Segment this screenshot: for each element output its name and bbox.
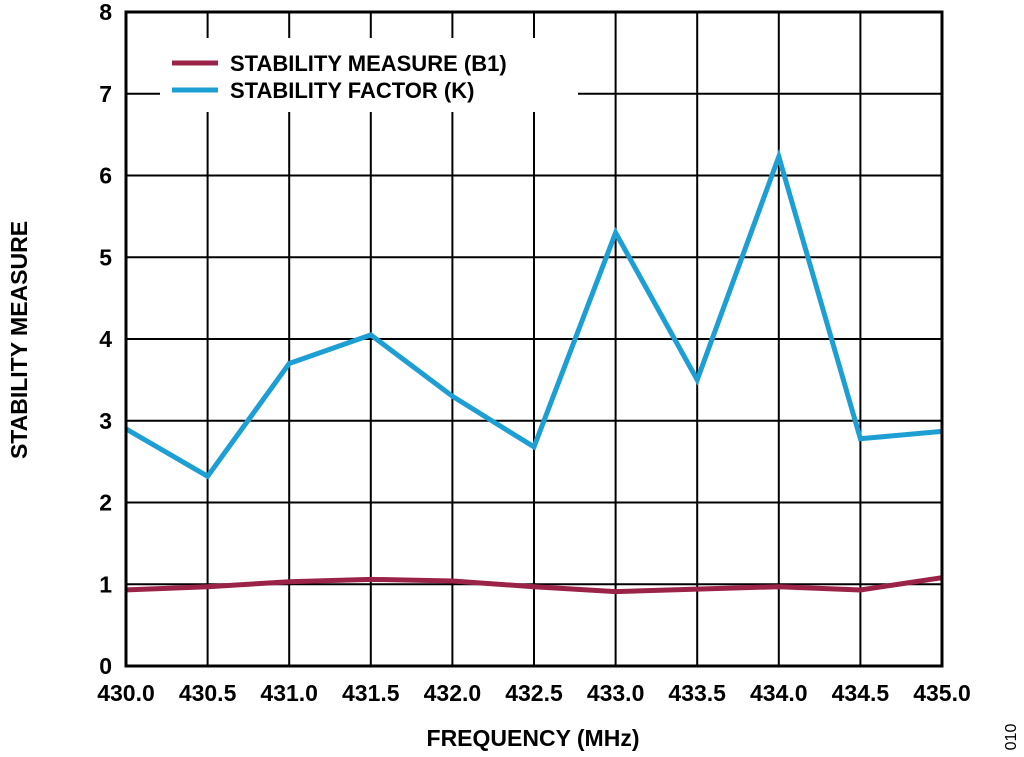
y-tick-labels: 0 1 2 3 4 5 6 7 8 (99, 0, 112, 679)
figure-code: 010 (1003, 724, 1020, 751)
x-tick-label: 433.5 (668, 680, 726, 706)
legend-label-k: STABILITY FACTOR (K) (230, 78, 474, 103)
legend-box (160, 38, 578, 112)
legend: STABILITY MEASURE (B1) STABILITY FACTOR … (160, 38, 578, 112)
x-tick-label: 433.0 (587, 680, 645, 706)
x-tick-label: 432.0 (424, 680, 482, 706)
x-tick-label: 435.0 (913, 680, 971, 706)
y-tick-label: 3 (99, 408, 112, 434)
y-axis-title: STABILITY MEASURE (6, 221, 32, 459)
x-tick-labels: 430.0 430.5 431.0 431.5 432.0 432.5 433.0 433.5… (97, 680, 971, 706)
y-tick-label: 0 (99, 653, 112, 679)
x-tick-label: 434.5 (832, 680, 890, 706)
y-tick-label: 2 (99, 490, 112, 516)
x-axis-title: FREQUENCY (MHz) (427, 725, 640, 751)
x-tick-label: 434.0 (750, 680, 808, 706)
x-tick-label: 431.5 (342, 680, 400, 706)
y-tick-label: 8 (99, 0, 112, 25)
x-tick-label: 431.0 (260, 680, 318, 706)
y-tick-label: 1 (99, 571, 112, 597)
plot-frame (124, 10, 944, 668)
y-tick-label: 6 (99, 163, 112, 189)
x-tick-label: 430.0 (97, 680, 155, 706)
x-tick-label: 430.5 (179, 680, 237, 706)
y-tick-label: 4 (99, 326, 112, 352)
x-tick-label: 432.5 (505, 680, 563, 706)
legend-label-b1: STABILITY MEASURE (B1) (230, 51, 507, 76)
y-tick-label: 7 (99, 81, 112, 107)
y-tick-label: 5 (99, 244, 112, 270)
